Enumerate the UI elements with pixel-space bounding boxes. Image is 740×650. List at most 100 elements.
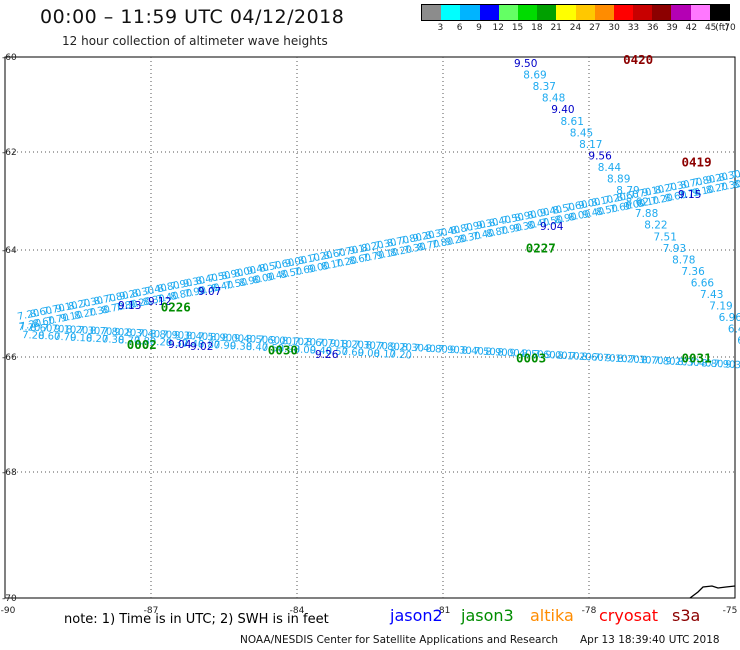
swh-value: 8.69: [523, 70, 546, 82]
legend-swatch: [460, 5, 480, 20]
lat-tick-label: -62: [2, 148, 17, 158]
legend-label: (ft): [715, 23, 729, 33]
legend-swatches: [421, 4, 730, 21]
track-sample: 7.90: [162, 330, 185, 342]
track-sample: 8.60: [32, 315, 56, 330]
track-sample: 7.50: [473, 346, 496, 358]
track-sample: 7.30: [102, 334, 125, 346]
legend-labels: 3 6 9 12 15 18 21 24 27 30 33 36 39 42 45 70 (ft): [421, 21, 735, 35]
legend-label: 3: [437, 23, 444, 33]
swh-value: 8.78: [672, 254, 695, 266]
pass-time-label: 0031: [682, 351, 712, 366]
track-sample: 9.10: [691, 184, 715, 199]
track-sample: 7.70: [42, 303, 66, 318]
footer-credit: NOAA/NESDIS Center for Satellite Applica…: [240, 634, 558, 646]
swh-value: 8.22: [644, 220, 667, 232]
track-sample: 9.30: [174, 330, 197, 342]
legend-label: 42: [685, 23, 698, 33]
swh-value: 7.19: [709, 301, 732, 313]
legend-swatch: [652, 5, 672, 20]
track-sample: 8.10: [373, 349, 396, 361]
pass-time-label: 0002: [127, 337, 157, 352]
track-sample: 8.10: [636, 195, 660, 210]
track-sample: 7.50: [540, 214, 564, 229]
track-sample: 7.40: [689, 358, 712, 370]
track-sample: 8.90: [220, 267, 244, 282]
swh-value: 8.89: [607, 174, 630, 186]
track-sample: 8.10: [557, 351, 580, 363]
track-sample: 8.60: [305, 337, 328, 349]
lon-tick-label: -81: [436, 606, 451, 616]
track-sample: 7.20: [16, 308, 40, 323]
track-sample: 7.40: [144, 283, 168, 298]
track-sample: 8.30: [458, 231, 482, 246]
legend-label: 27: [589, 23, 601, 33]
lat-tick-label: -66: [2, 353, 17, 363]
track-sample: 8.10: [281, 336, 304, 348]
track-sample: 7.70: [54, 332, 77, 344]
legend-label: 39: [666, 23, 678, 33]
track-sample: 8.00: [252, 271, 276, 286]
track-sample: 9.20: [114, 327, 137, 339]
track-sample: 8.00: [568, 209, 592, 224]
track-sample: 9.10: [348, 242, 372, 257]
track-sample: 8.30: [131, 285, 155, 300]
track-sample: 7.30: [667, 179, 691, 194]
pass-time-label: 0226: [161, 300, 191, 315]
swh-value: 7.43: [700, 289, 723, 301]
pass-labels: 0420 0419 0227 0226 0002 0030 0003 0031: [127, 52, 712, 366]
swh-value: 6.49: [728, 324, 740, 336]
lon-tick-label: -78: [582, 606, 597, 616]
track-sample: 7.80: [692, 174, 716, 189]
track-sample: 8.40: [461, 346, 484, 358]
track-sample: 7.50: [262, 343, 285, 355]
track-sample: 7.40: [731, 166, 740, 181]
swh-value: 8.44: [598, 162, 622, 174]
track-sample: 9.30: [725, 360, 740, 372]
swh-value: 9.26: [315, 349, 339, 361]
track-sample: 9.40: [509, 348, 532, 360]
track-sample: 7.20: [22, 330, 45, 342]
track-stream: 7.208.607.709.108.207.308.707.809.208.30…: [22, 330, 412, 362]
track-sample: 7.60: [565, 199, 589, 214]
swh-value: 9.04: [540, 221, 564, 233]
legend-swatch: [690, 5, 710, 20]
track-sample: 8.20: [617, 354, 640, 366]
track-sample: 9.10: [70, 333, 93, 345]
track-sample: 7.20: [603, 192, 627, 207]
swh-value: 9.50: [514, 58, 537, 70]
track-sample: 8.90: [238, 274, 262, 289]
track-sample: 7.90: [499, 222, 523, 237]
track-sample: 8.30: [126, 328, 149, 340]
track-sample: 8.50: [595, 203, 619, 218]
swh-value: 8.17: [579, 139, 602, 151]
satellite-name-jason3: jason3: [461, 606, 514, 625]
track-sample: 9.30: [182, 275, 206, 290]
lon-tick-label: -90: [1, 606, 16, 616]
legend-label: 18: [531, 23, 543, 33]
track-sample: 7.70: [42, 323, 65, 335]
legend-swatch: [537, 5, 557, 20]
track-stream: 7.208.607.709.108.207.308.707.809.208.30…: [18, 322, 740, 372]
lat-tick-label: -60: [2, 53, 17, 63]
lat-tick-label: -68: [2, 468, 17, 478]
track-sample: 8.00: [233, 265, 257, 280]
track-sample: 9.40: [266, 269, 290, 284]
track-sample: 8.80: [701, 358, 724, 370]
track-sample: 8.60: [323, 247, 347, 262]
track-sample: 8.40: [488, 214, 512, 229]
swh-value: 7.93: [663, 243, 686, 255]
track-sample: 8.40: [186, 331, 209, 343]
track-sample: 8.80: [157, 280, 181, 295]
track-sample: 9.40: [234, 333, 257, 345]
map-frame: [4, 56, 736, 599]
track-sample: 8.30: [142, 293, 166, 308]
swh-value: 8.37: [533, 81, 556, 93]
track-sample: 9.40: [309, 345, 332, 357]
pass-time-label: 0420: [623, 52, 653, 67]
track-sample: 8.20: [654, 182, 678, 197]
legend-swatch: [709, 5, 729, 20]
track-sample: 8.30: [166, 338, 189, 350]
lat-tick-label: -70: [2, 594, 17, 604]
track-sample: 7.20: [310, 250, 334, 265]
